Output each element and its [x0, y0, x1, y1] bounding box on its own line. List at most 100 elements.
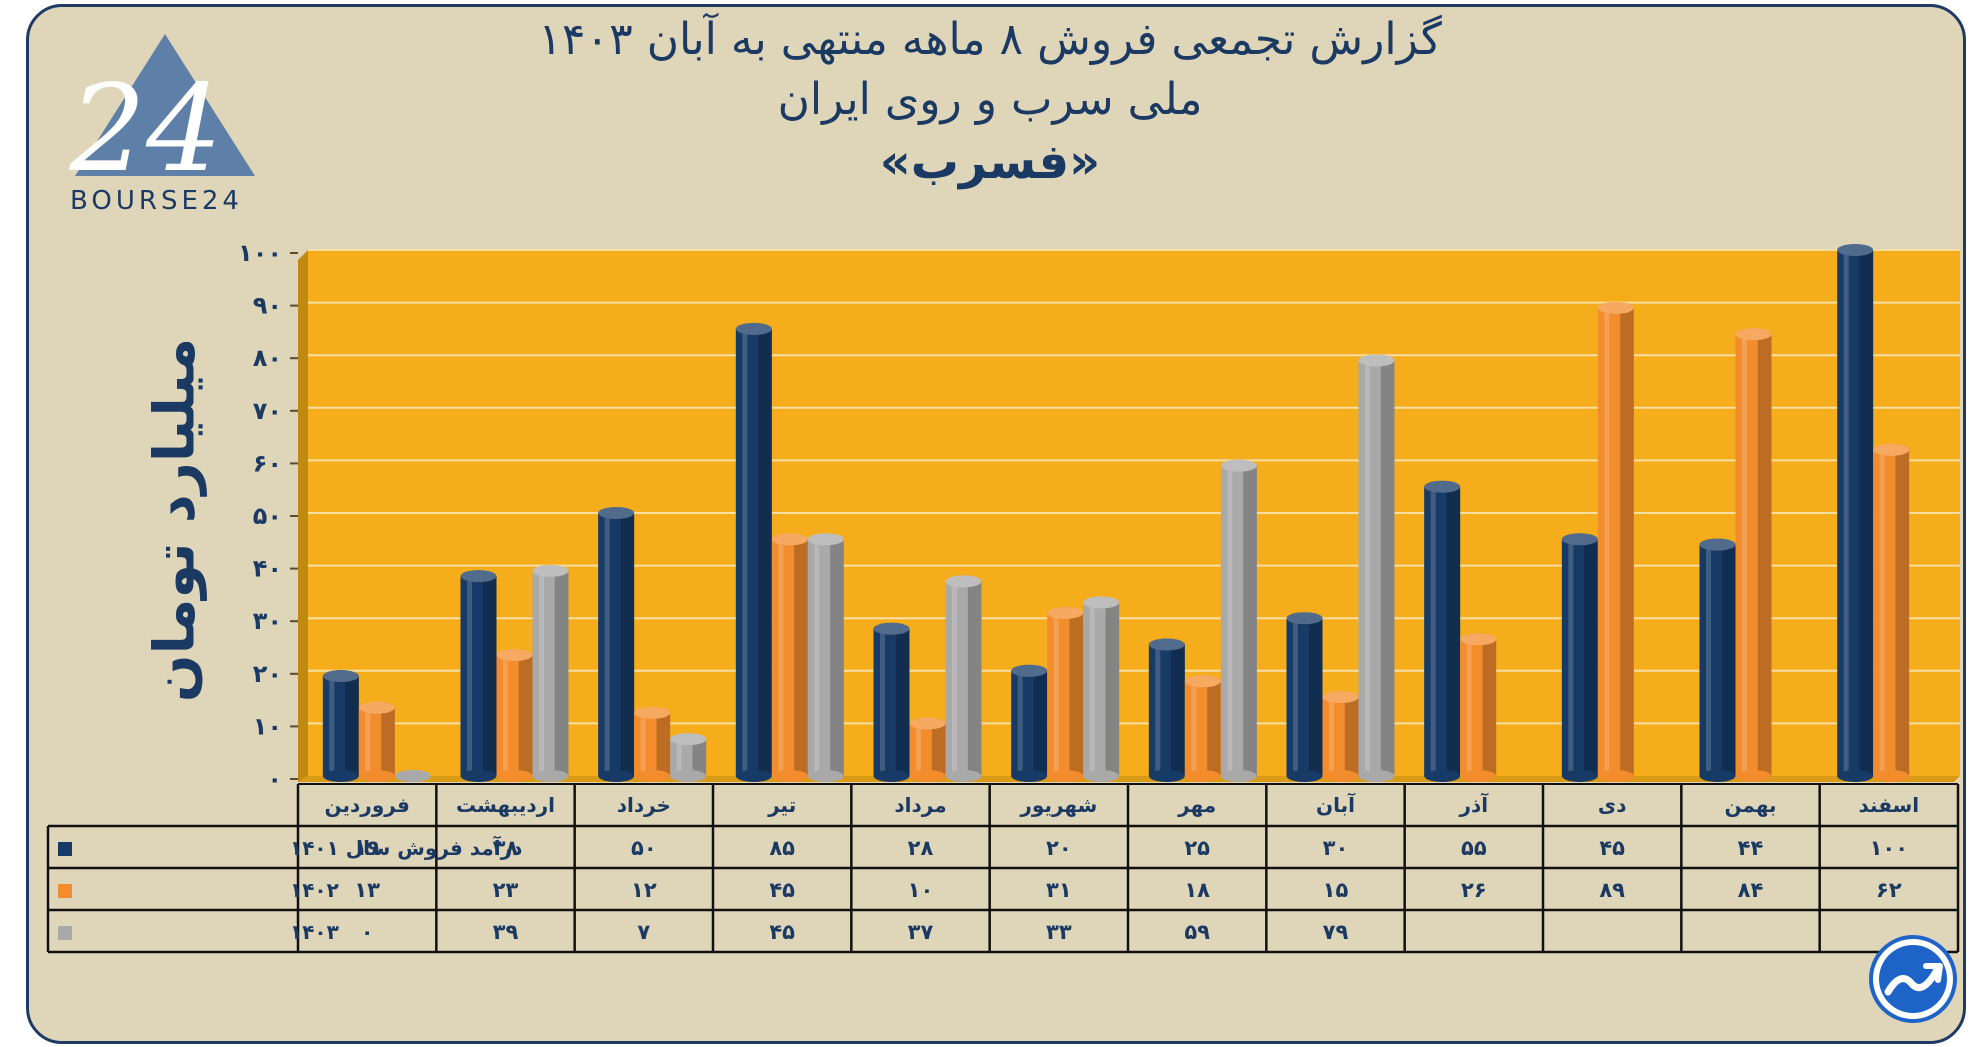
- bar-body: [1460, 639, 1497, 776]
- bar-body: [1083, 602, 1120, 776]
- bar-body: [634, 712, 671, 776]
- bar-body: [1358, 360, 1395, 776]
- bar-highlight: [466, 576, 473, 776]
- data-label: ۲۶: [1461, 878, 1487, 902]
- trend-up-icon[interactable]: [1868, 934, 1958, 1024]
- bar-highlight: [879, 628, 886, 776]
- bar-1: [909, 717, 946, 782]
- y-tick-label: ۸۰: [253, 344, 282, 372]
- bar-0: [1286, 612, 1323, 782]
- bar-2: [807, 533, 844, 782]
- bar-cap: [460, 570, 497, 583]
- bar-cap-shine: [1837, 244, 1874, 256]
- bar-highlight: [502, 655, 509, 776]
- bar-cap-shine: [1083, 596, 1120, 609]
- bar-base: [1561, 770, 1598, 782]
- bar-highlight: [1604, 307, 1610, 776]
- bar-0: [1561, 533, 1598, 782]
- data-label: ۳۸: [493, 836, 519, 860]
- bar-base: [1148, 770, 1185, 782]
- bar-base: [1358, 770, 1395, 782]
- bar-cap: [670, 733, 707, 746]
- category-label: مهر: [1177, 793, 1216, 817]
- data-label: ۱۸: [1184, 878, 1210, 902]
- y-tick-label: ۳۰: [253, 607, 282, 635]
- bar-base: [1735, 770, 1772, 782]
- data-label: ۲۵: [1184, 836, 1210, 860]
- bar-shade: [1033, 670, 1048, 776]
- plot-floor: [298, 776, 1960, 782]
- bar-1: [1873, 443, 1910, 782]
- bar-cap-shine: [1424, 480, 1461, 493]
- bar-base: [945, 770, 982, 782]
- bar-base: [598, 770, 635, 782]
- data-label: ۱۰: [908, 878, 934, 902]
- bar-1: [1460, 633, 1497, 782]
- bar-base: [771, 770, 808, 782]
- bar-body: [735, 328, 772, 776]
- bar-cap-shine: [1322, 691, 1359, 704]
- bar-cap: [771, 533, 808, 546]
- data-table: فروردین اردیبهشت خرداد تیر مرداد شهریور مهر آبا…: [46, 783, 1960, 954]
- bar-base: [1873, 770, 1910, 782]
- bar-base: [1220, 770, 1257, 782]
- data-label: ۱۵: [1323, 878, 1349, 902]
- bar-body: [1011, 670, 1048, 776]
- data-label: ۱۳: [354, 878, 380, 902]
- bar-cap-shine: [945, 575, 982, 588]
- bar-cap-shine: [670, 733, 707, 746]
- logo-text: BOURSE24: [70, 186, 243, 216]
- y-tick-label: ۷۰: [253, 397, 282, 425]
- bar-base: [1083, 770, 1120, 782]
- bar-base: [1424, 770, 1461, 782]
- bar-cap: [1597, 301, 1634, 314]
- data-label: ۷: [637, 920, 650, 944]
- y-tick-label: ۴۰: [253, 555, 282, 583]
- category-label: شهریور: [1019, 793, 1097, 817]
- bar-cap-shine: [598, 507, 635, 519]
- bar-shade: [967, 581, 982, 776]
- bar-cap-shine: [1561, 533, 1598, 546]
- bar-2: [670, 733, 707, 782]
- bar-base: [1837, 770, 1874, 782]
- bar-cap-shine: [358, 701, 395, 714]
- bar-1: [1322, 691, 1359, 782]
- bar-1: [771, 533, 808, 782]
- bar-2: [394, 770, 431, 782]
- bar-shade: [1859, 250, 1874, 776]
- bars: [322, 244, 1910, 782]
- bar-cap: [873, 622, 910, 635]
- bar-shade: [1171, 644, 1185, 776]
- bar-cap: [1561, 533, 1598, 546]
- bar-cap: [945, 575, 982, 588]
- bar-body: [1735, 334, 1772, 776]
- legend-label: ۱۴۰۲: [290, 878, 339, 902]
- bar-body: [909, 723, 946, 776]
- data-label: ۲۸: [908, 836, 934, 860]
- bar-highlight: [538, 570, 545, 776]
- bar-0: [460, 570, 497, 782]
- legend-swatch: [58, 842, 72, 856]
- data-label: ۳۷: [908, 920, 934, 944]
- category-label: فروردین: [325, 793, 410, 817]
- bar-2: [945, 575, 982, 782]
- bar-highlight: [1328, 697, 1335, 776]
- data-label: ۷۹: [1323, 920, 1349, 944]
- bar-shade: [1721, 544, 1736, 776]
- data-label: ۱۲: [631, 878, 657, 902]
- bar-base: [496, 770, 533, 782]
- bar-cap-shine: [532, 564, 569, 577]
- bar-base: [1011, 770, 1048, 782]
- bar-cap: [909, 717, 946, 730]
- data-label: ۲۰: [1046, 836, 1072, 860]
- bar-2: [1220, 459, 1257, 782]
- bar-cap-shine: [1460, 633, 1497, 646]
- bar-shade: [758, 328, 772, 776]
- data-label: ۱۰۰: [1870, 836, 1908, 860]
- bar-0: [1424, 480, 1461, 782]
- bar-highlight: [365, 707, 371, 776]
- bar-body: [1322, 697, 1359, 776]
- bar-cap-shine: [771, 533, 808, 546]
- bar-0: [1148, 638, 1185, 782]
